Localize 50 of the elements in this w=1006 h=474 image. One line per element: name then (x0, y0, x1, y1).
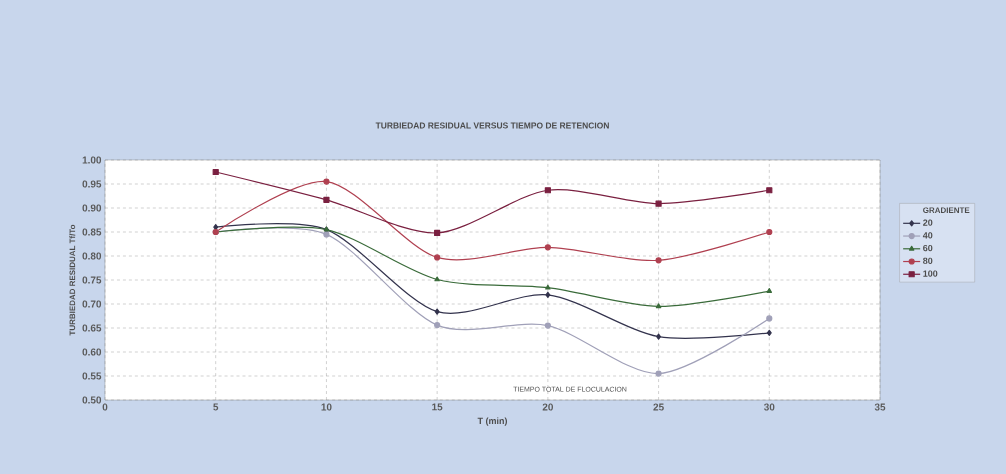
x-tick-label: 15 (432, 403, 443, 411)
point (434, 308, 440, 315)
point (323, 196, 330, 203)
point (434, 229, 441, 237)
y-tick-label: 0.65 (82, 324, 102, 332)
point (766, 315, 773, 322)
point (766, 329, 772, 336)
point (766, 287, 773, 293)
point (323, 231, 330, 238)
x-tick-label: 10 (321, 403, 332, 411)
point (544, 244, 551, 251)
legend-label: 60 (923, 244, 933, 252)
point (656, 333, 662, 340)
chart-title: TURBIEDAD RESIDUAL VERSUS TIEMPO DE RETENCION (375, 122, 609, 129)
legend-label: 40 (922, 232, 933, 239)
point (655, 370, 662, 377)
legend-label: 20 (923, 219, 933, 226)
point (544, 187, 551, 194)
point (766, 228, 773, 236)
point (766, 187, 773, 194)
point (545, 291, 551, 298)
y-tick-label: 0.60 (82, 348, 102, 356)
point (434, 322, 441, 329)
legend-label: 100 (923, 270, 938, 277)
y-tick-label: 0.75 (82, 276, 102, 284)
point (434, 254, 441, 261)
x-tick-label: 30 (763, 403, 775, 411)
y-tick-label: 0.70 (82, 300, 102, 308)
x-tick-label: 0 (102, 403, 108, 411)
y-tick-label: 0.95 (82, 180, 102, 188)
point (323, 178, 330, 185)
point (544, 322, 551, 329)
y-tick-label: 1.00 (82, 156, 102, 164)
x-tick-label: 25 (653, 403, 664, 411)
y-tick-label: 0.85 (82, 228, 102, 236)
y-tick-label: 0.50 (82, 396, 102, 404)
x-axis-title: T (min) (477, 417, 507, 426)
point (545, 284, 551, 290)
y-tick-label: 0.55 (82, 372, 102, 380)
point (434, 276, 440, 282)
point (655, 257, 662, 264)
point (655, 303, 662, 309)
y-tick-label: 0.80 (82, 252, 102, 260)
point (212, 168, 219, 176)
x-tick-label: 35 (874, 403, 886, 411)
legend-label: 80 (923, 257, 933, 264)
y-tick-label: 0.90 (82, 204, 102, 212)
x-tick-label: 5 (213, 403, 219, 411)
x-tick-label: 20 (542, 403, 553, 411)
point (655, 200, 662, 207)
